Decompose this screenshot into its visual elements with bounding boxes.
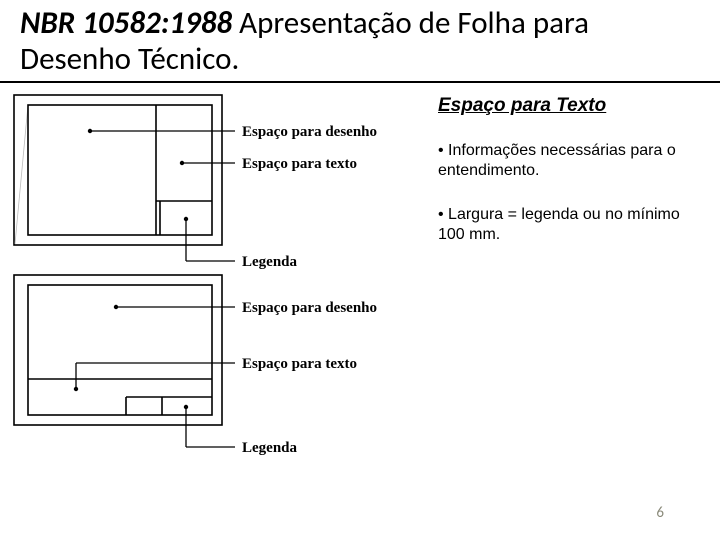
label-desenho-1: Espaço para desenho (242, 124, 377, 140)
bullet-1: • Informações necessárias para o entendi… (438, 141, 710, 181)
diagrams-column: Espaço para desenho Espaço para texto Le… (10, 91, 430, 461)
title-standard-code: NBR 10582:1988 (20, 4, 232, 42)
label-texto-1: Espaço para texto (242, 156, 357, 172)
section-subtitle: Espaço para Texto (438, 95, 710, 117)
bullet-2: • Largura = legenda ou no mínimo 100 mm. (438, 205, 710, 245)
diagram-sheet-bottom-strip: Espaço para desenho Espaço para texto Le… (10, 271, 430, 461)
label-desenho-2: Espaço para desenho (242, 300, 377, 316)
label-legenda-1: Legenda (242, 254, 298, 270)
slide-title: NBR 10582:1988 Apresentação de Folha par… (0, 0, 720, 83)
content-area: Espaço para desenho Espaço para texto Le… (0, 83, 720, 461)
page-number: 6 (656, 504, 664, 522)
diagram-sheet-landscape: Espaço para desenho Espaço para texto Le… (10, 91, 430, 271)
label-texto-2: Espaço para texto (242, 356, 357, 372)
text-column: Espaço para Texto • Informações necessár… (430, 91, 710, 461)
label-legenda-2: Legenda (242, 440, 298, 456)
